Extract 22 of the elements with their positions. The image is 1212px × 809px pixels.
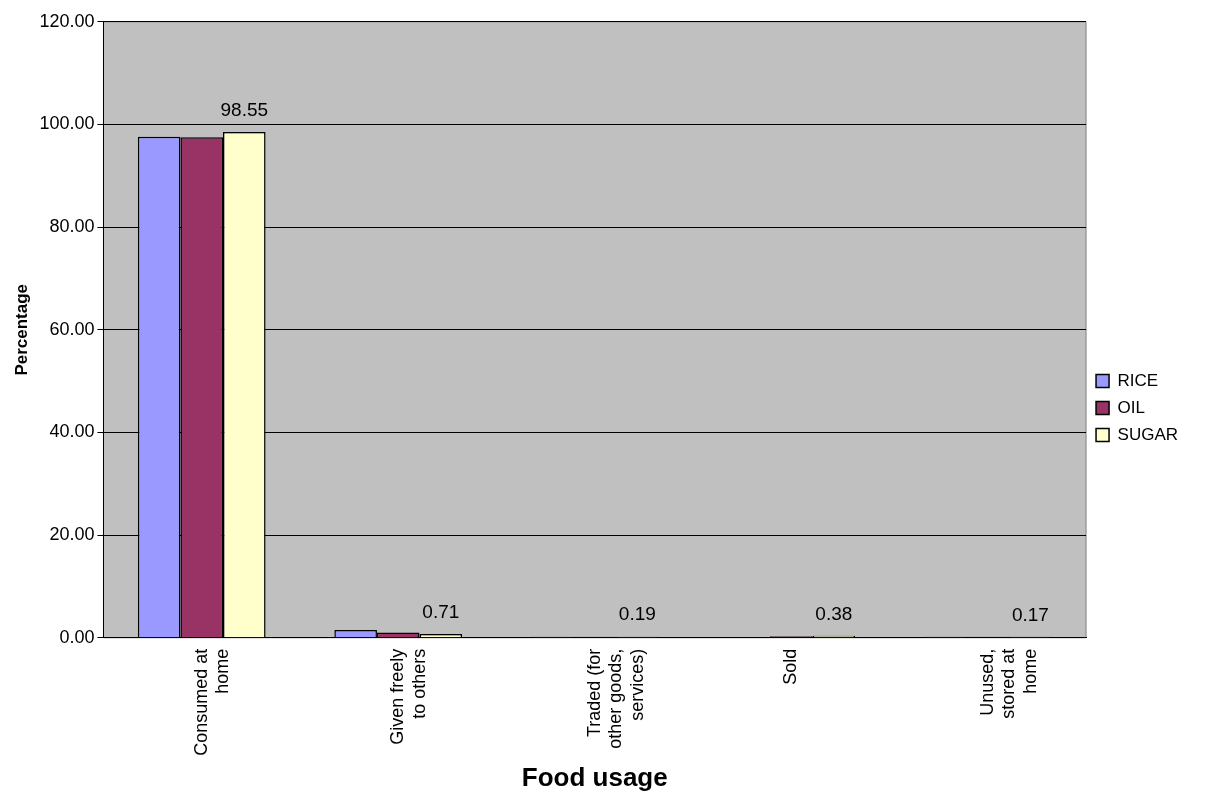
y-axis-title: Percentage <box>11 283 31 376</box>
x-tick-label: Given freely to others <box>387 648 429 745</box>
data-label: 0.19 <box>618 603 656 625</box>
x-tick-label: Sold <box>780 648 801 685</box>
legend-label: SUGAR <box>1117 424 1179 444</box>
y-tick-label: 40.00 <box>49 421 95 442</box>
y-tick-label: 80.00 <box>49 216 95 237</box>
legend-label: RICE <box>1117 370 1159 390</box>
x-tick-label: Traded (for other goods, services) <box>583 648 647 749</box>
x-tick-label: Consumed at home <box>190 648 233 756</box>
data-label: 0.38 <box>815 602 853 624</box>
legend-label: OIL <box>1117 397 1145 417</box>
data-label: 98.55 <box>220 98 269 120</box>
data-label: 0.71 <box>422 600 460 622</box>
x-tick-label: Unused, stored at home <box>976 648 1040 719</box>
y-tick-label: 120.00 <box>39 10 95 31</box>
x-axis-title: Food usage <box>521 761 668 792</box>
y-tick-label: 0.00 <box>59 626 95 647</box>
y-tick-label: 100.00 <box>39 113 95 134</box>
data-label: 0.17 <box>1011 603 1049 625</box>
y-tick-label: 20.00 <box>49 524 95 545</box>
y-tick-label: 60.00 <box>49 318 95 339</box>
